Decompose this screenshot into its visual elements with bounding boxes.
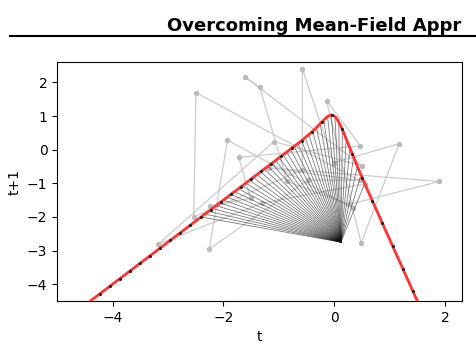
Point <box>155 241 162 247</box>
Text: Overcoming Mean-Field Appr: Overcoming Mean-Field Appr <box>168 17 462 35</box>
Point <box>146 253 154 258</box>
Point <box>357 240 365 246</box>
Point <box>419 311 426 316</box>
Point <box>190 214 198 220</box>
Point <box>116 276 124 282</box>
Point <box>206 246 213 252</box>
Point <box>436 179 443 184</box>
Point <box>76 307 83 312</box>
Point <box>308 129 316 135</box>
Point <box>328 112 336 118</box>
Point <box>266 165 273 171</box>
Point <box>345 202 353 207</box>
Point <box>241 74 248 80</box>
Point <box>270 139 278 144</box>
Point <box>86 299 93 304</box>
Point <box>323 98 330 103</box>
Point <box>224 137 231 143</box>
Point <box>356 178 363 183</box>
Point <box>368 198 376 204</box>
Point <box>409 288 416 294</box>
Point <box>167 238 174 243</box>
Point <box>106 284 113 289</box>
Point <box>283 179 291 184</box>
Point <box>268 161 275 166</box>
Point <box>361 181 369 186</box>
Point <box>156 245 164 251</box>
Point <box>258 201 266 206</box>
Point <box>136 261 144 266</box>
Point <box>278 153 285 159</box>
Point <box>237 184 245 190</box>
Point <box>348 151 356 157</box>
Point <box>96 291 103 297</box>
Point <box>318 119 326 125</box>
Point <box>349 206 357 211</box>
Point <box>247 195 254 201</box>
Point <box>248 176 255 182</box>
Point <box>357 143 364 148</box>
Point <box>298 138 306 143</box>
Point <box>288 146 295 151</box>
Point <box>258 169 265 174</box>
Point <box>379 221 387 226</box>
Point <box>227 192 235 197</box>
Point <box>217 199 225 205</box>
Point <box>207 207 215 212</box>
X-axis label: t: t <box>257 330 262 344</box>
Point <box>192 90 200 95</box>
Point <box>359 163 367 169</box>
Point <box>305 177 312 183</box>
Point <box>206 203 214 209</box>
Point <box>396 141 403 146</box>
Point <box>338 126 346 132</box>
Point <box>197 215 204 220</box>
Point <box>187 222 194 228</box>
Point <box>399 266 407 271</box>
Point <box>389 243 397 249</box>
Point <box>298 66 306 71</box>
Point <box>177 230 184 236</box>
Point <box>235 155 242 160</box>
Point <box>330 160 337 165</box>
Point <box>298 167 306 173</box>
Point <box>358 175 366 181</box>
Point <box>126 268 134 274</box>
Y-axis label: t+1: t+1 <box>7 169 21 195</box>
Point <box>256 84 264 90</box>
